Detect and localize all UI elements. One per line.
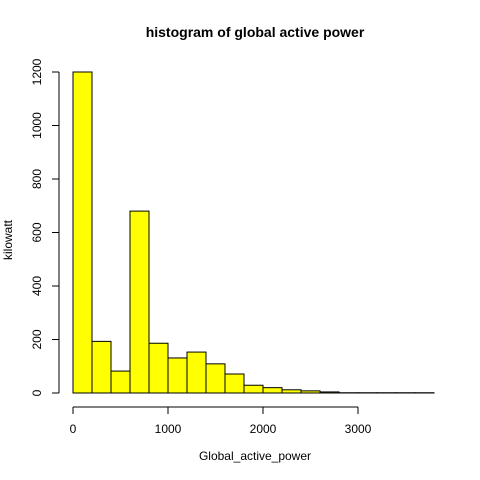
histogram-bar (186, 351, 207, 394)
histogram-bar (205, 363, 226, 394)
x-tick-label: 3000 (345, 422, 372, 436)
y-tick-label: 200 (30, 329, 44, 349)
chart-title: histogram of global active power (146, 24, 365, 40)
histogram-bar (129, 210, 150, 394)
histogram-bar (300, 390, 321, 394)
histogram-bar (91, 340, 112, 394)
y-axis-ticks: 0 200 400 600 800 1000 1200 (30, 58, 59, 396)
y-tick-label: 800 (30, 169, 44, 189)
bars-group (72, 71, 435, 394)
histogram-bar (319, 391, 340, 394)
y-tick-label: 600 (30, 222, 44, 242)
histogram-bar (243, 384, 264, 394)
histogram-bar (167, 357, 188, 394)
histogram-bar (224, 373, 245, 394)
histogram-bar (281, 389, 302, 394)
x-axis-ticks: 0 1000 2000 3000 (70, 407, 372, 436)
y-tick-label: 1200 (30, 58, 44, 85)
x-tick-label: 2000 (250, 422, 277, 436)
y-axis-label: kilowatt (1, 219, 15, 260)
y-tick-label: 1000 (30, 112, 44, 139)
x-axis-label: Global_active_power (199, 449, 311, 463)
x-tick-label: 1000 (155, 422, 182, 436)
histogram-bar (110, 370, 131, 394)
histogram-bar (148, 342, 169, 394)
histogram-bar (262, 387, 283, 394)
x-tick-label: 0 (70, 422, 77, 436)
y-tick-label: 400 (30, 276, 44, 296)
histogram-bar (72, 71, 93, 394)
y-tick-label: 0 (30, 389, 44, 396)
